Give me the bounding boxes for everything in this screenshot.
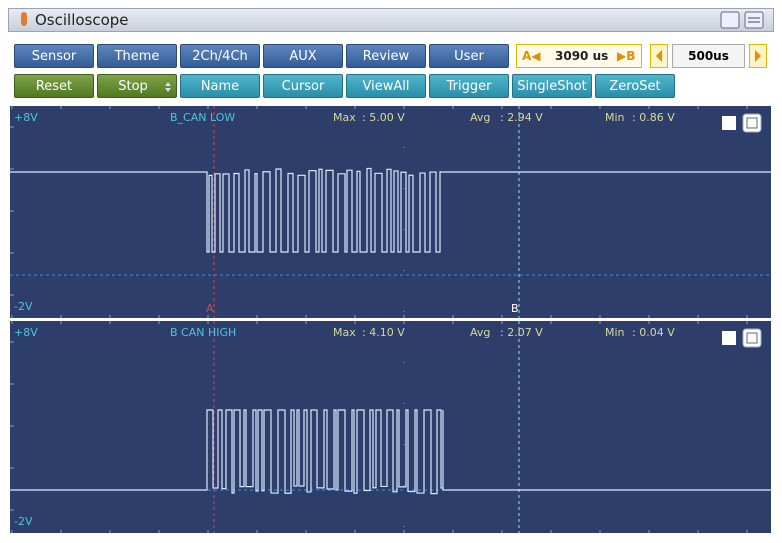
waveform [10, 167, 771, 253]
user-setting-button[interactable]: User Setting [429, 44, 509, 88]
top-scale: +8V [14, 111, 38, 124]
channel-checkbox [722, 116, 736, 130]
stop-label: Stop [118, 79, 148, 94]
review-button[interactable]: Review [346, 44, 426, 68]
channel-panel [10, 321, 771, 533]
channel-option-inner [746, 117, 758, 129]
avg-value: : 2.07 V [500, 326, 543, 339]
channel-option-inner [746, 332, 758, 344]
channel-name: B_CAN LOW [170, 111, 235, 124]
singleshot-button[interactable]: SingleShot [512, 74, 592, 98]
aux-button[interactable]: AUX [263, 44, 343, 68]
min-value: : 0.04 V [632, 326, 675, 339]
timebase-decrease[interactable] [650, 44, 668, 68]
channel-checkbox [722, 331, 736, 345]
channels-button[interactable]: 2Ch/4Ch [180, 44, 260, 68]
timebase: 500us [672, 44, 745, 68]
reset-button[interactable]: Reset [14, 74, 94, 98]
stop-spinner [165, 82, 171, 92]
timebase-increase[interactable] [749, 44, 767, 68]
min-value: : 0.86 V [632, 111, 675, 124]
zeroset-button[interactable]: ZeroSet [595, 74, 675, 98]
bottom-scale: -2V [14, 300, 33, 313]
sensor-button[interactable]: Sensor [14, 44, 94, 68]
channel-option [742, 113, 762, 133]
bottom-scale: -2V [14, 515, 33, 528]
channel-name: B CAN HIGH [170, 326, 236, 339]
max-value: : 5.00 V [362, 111, 405, 124]
min-label: Min [605, 111, 625, 124]
name-button[interactable]: Name [180, 74, 260, 98]
viewall-button[interactable]: ViewAll [346, 74, 426, 98]
cursor-a[interactable]: A◀ [522, 49, 541, 63]
window-controls[interactable] [719, 10, 769, 30]
trigger-button[interactable]: Trigger [429, 74, 509, 98]
avg-label: Avg [470, 111, 490, 124]
avg-label: Avg [470, 326, 490, 339]
max-label: Max [333, 111, 356, 124]
cursor-time: 3090 us [555, 49, 609, 63]
min-label: Min [605, 326, 625, 339]
max-label: Max [333, 326, 356, 339]
app-icon [21, 12, 27, 26]
waveform [10, 409, 771, 495]
cursor-control[interactable]: A◀ 3090 us ▶B [516, 44, 642, 68]
cursor-a-label: A [206, 302, 214, 315]
cursor-b-label: B [511, 302, 519, 315]
channel-panel [10, 106, 771, 318]
theme-button[interactable]: Theme [97, 44, 177, 68]
stop-button[interactable]: Stop [97, 74, 177, 98]
window-title: Oscilloscope [35, 11, 129, 29]
cursor-button[interactable]: Cursor [263, 74, 343, 98]
avg-value: : 2.94 V [500, 111, 543, 124]
title-bar: Oscilloscope [8, 8, 774, 32]
channel-option [742, 328, 762, 348]
top-scale: +8V [14, 326, 38, 339]
max-value: : 4.10 V [362, 326, 405, 339]
cursor-b[interactable]: ▶B [617, 49, 636, 63]
